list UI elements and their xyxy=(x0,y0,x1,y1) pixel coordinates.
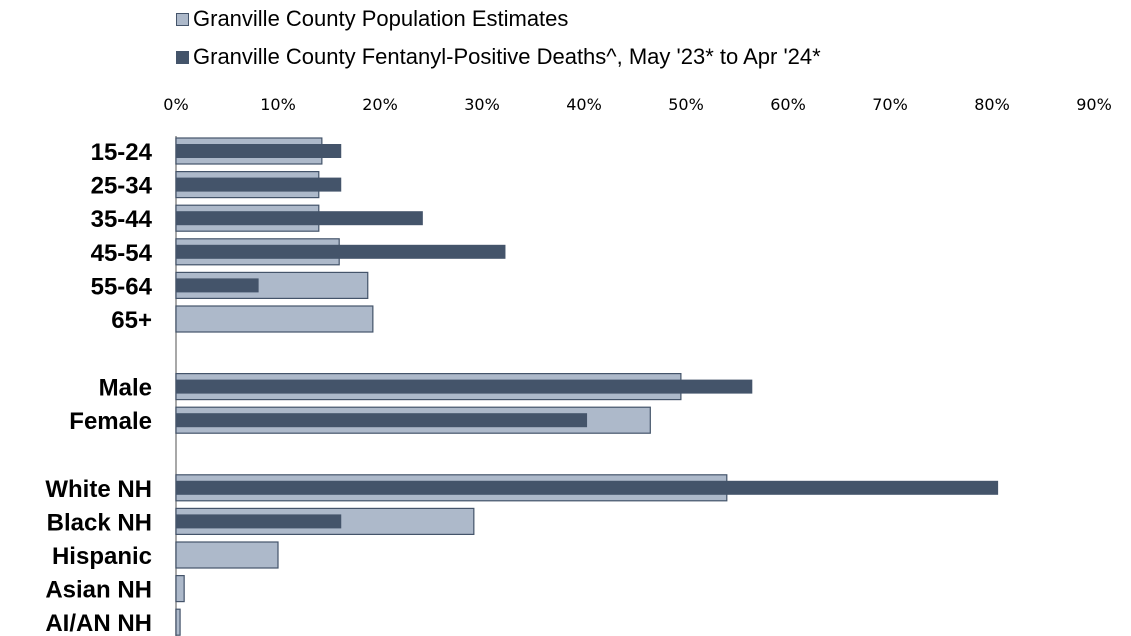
category-label: Hispanic xyxy=(52,543,152,570)
x-tick-label: 80% xyxy=(974,95,1010,114)
category-label: 25-34 xyxy=(91,173,153,200)
bar-population xyxy=(175,541,279,569)
category-label: 35-44 xyxy=(91,206,153,233)
bar-deaths xyxy=(176,244,506,259)
category-label: Female xyxy=(69,408,152,435)
category-label: AI/AN NH xyxy=(45,610,152,636)
legend-swatch-deaths xyxy=(176,50,189,64)
x-tick-label: 50% xyxy=(668,95,704,114)
legend-swatch-population xyxy=(176,12,189,26)
bar-population xyxy=(175,574,185,603)
x-tick-label: 30% xyxy=(464,95,500,114)
legend-label-deaths: Granville County Fentanyl-Positive Death… xyxy=(193,44,821,69)
bar-deaths xyxy=(176,514,342,529)
category-label: 65+ xyxy=(111,307,152,334)
legend-label-population: Granville County Population Estimates xyxy=(193,6,569,31)
category-label: 15-24 xyxy=(91,139,153,166)
bar-population xyxy=(175,305,374,333)
x-tick-label: 60% xyxy=(770,95,806,114)
bar-deaths xyxy=(176,211,423,226)
category-label: Male xyxy=(99,375,152,402)
x-tick-label: 90% xyxy=(1076,95,1112,114)
bar-deaths xyxy=(176,144,342,158)
bar-deaths xyxy=(176,379,753,394)
category-label: 45-54 xyxy=(91,240,153,267)
legend-item-deaths: Granville County Fentanyl-Positive Death… xyxy=(176,44,821,70)
bar-deaths xyxy=(176,413,588,428)
legend-item-population: Granville County Population Estimates xyxy=(176,6,568,32)
bar-population xyxy=(175,608,181,636)
category-label: White NH xyxy=(45,476,152,503)
bar-deaths xyxy=(176,278,259,293)
category-label: 55-64 xyxy=(91,273,153,300)
x-tick-label: 70% xyxy=(872,95,908,114)
x-tick-label: 0% xyxy=(163,95,188,114)
category-label: Black NH xyxy=(47,509,152,536)
x-tick-label: 20% xyxy=(362,95,398,114)
bar-deaths xyxy=(176,480,999,495)
x-tick-label: 40% xyxy=(566,95,602,114)
x-tick-label: 10% xyxy=(260,95,296,114)
bar-deaths xyxy=(176,177,342,192)
category-label: Asian NH xyxy=(45,577,152,604)
